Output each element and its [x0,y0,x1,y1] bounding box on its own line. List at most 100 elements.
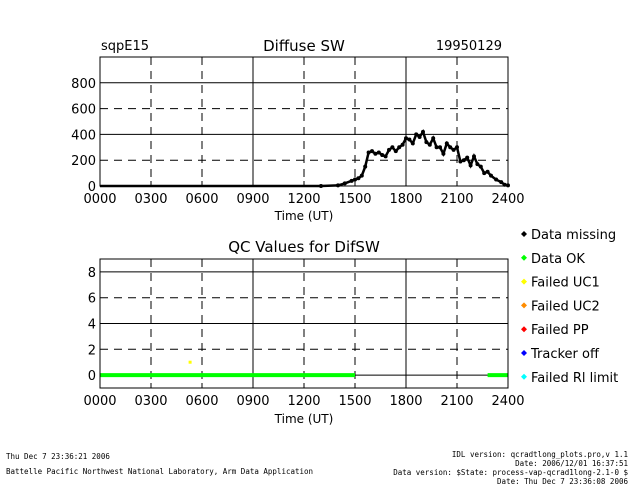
x-tick-labels: 0000 0300 0600 0900 1200 1500 1800 2100 2400 [83,192,524,207]
data-point [397,145,402,150]
data-point [349,178,354,183]
diffuse-sw-chart: sqpE15 Diffuse SW 19950129 0000 0300 0600 0… [71,37,524,223]
x-tick-label: 0300 [134,192,167,207]
data-point [407,137,412,142]
legend-marker [521,278,527,285]
x-tick-label: 1500 [338,394,371,409]
data-point [387,147,391,152]
footer-line: Data version: $State: process-vap-qcrad1… [393,468,628,477]
legend-label: Failed PP [531,323,589,338]
data-point [494,177,499,182]
x-tick-label: 1800 [389,394,422,409]
x-tick-label: 1500 [338,192,371,207]
data-point [441,151,446,156]
data-point [478,164,483,169]
data-point [376,150,381,155]
x-tick-label: 0600 [185,394,218,409]
data-point [363,164,368,169]
plot-frame [99,258,509,389]
chart-title: Diffuse SW [263,37,345,55]
data-point [373,151,378,156]
chart-title: QC Values for DifSW [228,238,380,256]
legend-item: Data missing [521,228,616,243]
y-tick-labels: 0 200 400 600 800 [71,77,96,195]
data-point [421,129,425,134]
data-point [451,147,456,152]
data-point [390,145,395,150]
x-tick-label: 0900 [236,394,269,409]
x-tick-label: 1200 [287,192,320,207]
y-tick-labels: 0 2 4 6 8 [88,266,96,384]
legend-label: Data missing [531,228,616,243]
y-tick-label: 0 [88,180,96,195]
x-tick-label: 2400 [491,394,524,409]
data-point [404,136,408,141]
y-tick-label: 8 [88,266,96,281]
data-point [475,162,480,167]
footer-timestamp: Thu Dec 7 23:36:21 2006 [6,452,110,461]
y-tick-label: 800 [71,77,96,92]
x-axis-label: Time (UT) [274,412,334,426]
legend-item: Failed PP [521,323,589,338]
y-tick-label: 200 [71,154,96,169]
data-point [353,177,357,182]
data-point [336,183,340,188]
qc-values-chart: QC Values for DifSW 0000 0300 0600 0900 1200… [83,238,524,426]
footer-line: Date: Thu Dec 7 23:36:08 2006 [497,477,628,486]
legend-label: Tracker off [530,347,600,362]
y-tick-label: 600 [71,103,96,118]
legend-marker [521,326,527,333]
legend-label: Failed UC2 [531,299,600,314]
data-point [472,154,476,159]
x-tick-label: 2100 [440,394,473,409]
legend-item: Data OK [521,252,585,267]
legend-item: Tracker off [521,347,600,362]
data-point [434,145,439,150]
data-point [485,169,490,174]
legend-marker [521,302,527,309]
footer-line: IDL version: qcradtlong_plots.pro,v 1.1 [451,450,628,459]
data-point [461,158,466,163]
data-point [431,136,436,141]
x-tick-label: 2400 [491,192,524,207]
footer-version-info: IDL version: qcradtlong_plots.pro,v 1.1 … [393,450,628,486]
data-point [370,149,374,154]
data-point [410,141,415,146]
data-point [414,132,419,137]
date-label: 19950129 [436,39,502,54]
site-label: sqpE15 [101,39,149,54]
legend-marker [521,350,527,356]
qc-point [188,360,192,364]
legend-item: Failed Rl limit [521,371,618,386]
data-point [417,134,422,139]
data-point [455,145,459,150]
data-point [458,159,463,164]
x-tick-label: 1200 [287,394,320,409]
y-tick-label: 2 [88,343,96,358]
legend-label: Failed Rl limit [531,371,618,386]
x-tick-label: 2100 [440,192,473,207]
y-tick-label: 0 [88,369,96,384]
grid [99,259,509,388]
data-point [424,140,429,145]
legend-item: Failed UC2 [521,299,600,314]
data-point [356,176,361,181]
x-tick-label: 0000 [83,394,116,409]
data-point [400,142,405,147]
data-point [465,155,470,160]
data-point [448,145,453,150]
x-tick-label: 0600 [185,192,218,207]
x-tick-label: 0900 [236,192,269,207]
qc-points [188,360,192,364]
data-point [482,171,487,176]
footer-lab: Battelle Pacific Northwest National Labo… [6,467,314,476]
data-point [383,154,388,159]
grid [99,57,509,186]
legend-marker [521,254,527,261]
legend-label: Failed UC1 [531,276,600,291]
data-point [438,145,442,150]
data-point [427,142,432,147]
data-point [489,173,493,178]
y-tick-label: 6 [88,292,96,307]
